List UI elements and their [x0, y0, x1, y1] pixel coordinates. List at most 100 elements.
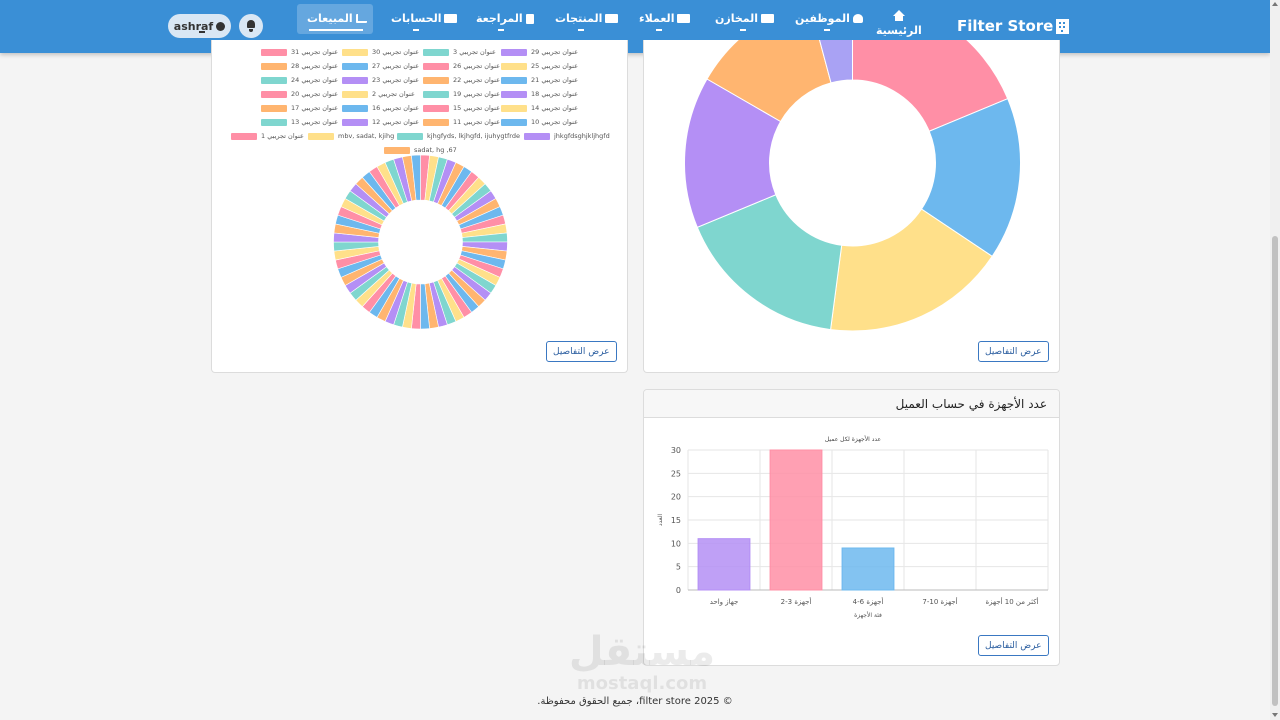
- bar[interactable]: [697, 538, 751, 591]
- legend-label: عنوان تجريبي 3: [453, 48, 496, 56]
- left-doughnut-chart: [333, 154, 508, 330]
- y-tick-label: 15: [671, 516, 681, 525]
- doughnut-slice[interactable]: [411, 154, 421, 201]
- clipboard-icon: [525, 13, 534, 24]
- legend-label: عنوان تجريبي 25: [531, 62, 578, 70]
- doughnut-slice[interactable]: [706, 40, 832, 123]
- devices-details-button[interactable]: عرض التفاصيل: [978, 635, 1049, 656]
- legend-item[interactable]: عنوان تجريبي 27: [342, 62, 419, 70]
- doughnut-slice[interactable]: [809, 40, 853, 84]
- doughnut-slice[interactable]: [852, 40, 1009, 132]
- legend-item[interactable]: عنوان تجريبي 26: [423, 62, 500, 70]
- right-details-button[interactable]: عرض التفاصيل: [978, 341, 1049, 362]
- legend-item[interactable]: عنوان تجريبي 12: [342, 118, 419, 126]
- devices-card-header: عدد الأجهزة في حساب العميل: [644, 390, 1059, 418]
- legend-label: عنوان تجريبي 13: [291, 118, 338, 126]
- legend-item[interactable]: عنوان تجريبي 15: [423, 104, 500, 112]
- left-details-button[interactable]: عرض التفاصيل: [546, 341, 617, 362]
- building-icon: [1056, 18, 1070, 34]
- legend-swatch: [261, 118, 287, 126]
- legend-item[interactable]: عنوان تجريبي 17: [261, 104, 338, 112]
- doughnut-slice[interactable]: [696, 194, 843, 331]
- brand-logo[interactable]: Filter Store: [957, 17, 1070, 35]
- user-circle-icon: [216, 21, 226, 31]
- nav-accounts-label: الحسابات: [391, 12, 442, 25]
- notifications-bell-icon[interactable]: [239, 14, 263, 38]
- scroll-thumb[interactable]: [1272, 236, 1278, 706]
- legend-label: عنوان تجريبي 24: [291, 76, 338, 84]
- legend-item[interactable]: jhkgfdsghjkljhgfd: [524, 132, 610, 140]
- user-menu-button[interactable]: ashraf: [168, 14, 231, 38]
- legend-label: عنوان تجريبي 27: [372, 62, 419, 70]
- legend-label: sadat, hg ,67: [414, 146, 457, 154]
- legend-item[interactable]: عنوان تجريبي 18: [501, 90, 578, 98]
- legend-label: kjhgfyds, lkjhgfd, ijuhygtfrde: [427, 132, 520, 140]
- legend-label: عنوان تجريبي 11: [453, 118, 500, 126]
- legend-item[interactable]: عنوان تجريبي 10: [501, 118, 578, 126]
- legend-item[interactable]: عنوان تجريبي 11: [423, 118, 500, 126]
- scroll-down-arrow-icon[interactable]: [1272, 713, 1278, 717]
- doughnut-slice[interactable]: [920, 98, 1021, 258]
- legend-item[interactable]: عنوان تجريبي 19: [423, 90, 500, 98]
- legend-item[interactable]: عنوان تجريبي 23: [342, 76, 419, 84]
- nav-customers[interactable]: العملاء: [639, 12, 691, 25]
- page-footer: © 2025 filter store، جميع الحقوق محفوظة.: [0, 683, 1270, 720]
- legend-item[interactable]: عنوان تجريبي 20: [261, 90, 338, 98]
- x-tick-label: أكثر من 10 أجهزة: [986, 597, 1039, 606]
- nav-employees[interactable]: الموظفين: [795, 12, 863, 25]
- y-tick-label: 5: [676, 563, 681, 572]
- legend-item[interactable]: عنوان تجريبي 1: [231, 132, 304, 140]
- legend-label: عنوان تجريبي 12: [372, 118, 419, 126]
- boxes-icon: [605, 14, 619, 23]
- y-tick-label: 25: [671, 469, 681, 478]
- watermark-logo: مستقل mostaql.com: [562, 630, 722, 700]
- legend-label: عنوان تجريبي 21: [531, 76, 578, 84]
- bar[interactable]: [841, 547, 895, 591]
- legend-label: عنوان تجريبي 2: [372, 90, 415, 98]
- brand-name: Filter Store: [957, 17, 1054, 35]
- legend-label: mbv, sadat, kjihg: [338, 132, 395, 140]
- legend-item[interactable]: عنوان تجريبي 14: [501, 104, 578, 112]
- nav-sales[interactable]: المبيعات: [307, 12, 367, 25]
- money-icon: [444, 14, 458, 23]
- legend-swatch: [342, 76, 368, 84]
- legend-item[interactable]: عنوان تجريبي 30: [342, 48, 419, 56]
- legend-item[interactable]: عنوان تجريبي 16: [342, 104, 419, 112]
- legend-item[interactable]: عنوان تجريبي 31: [261, 48, 338, 56]
- x-tick-label: جهاز واحد: [710, 598, 739, 606]
- watermark-latin: mostaql.com: [576, 673, 708, 694]
- nav-warehouses[interactable]: المخازن: [715, 12, 775, 25]
- scroll-up-arrow-icon[interactable]: [1272, 2, 1278, 6]
- user-icon: [852, 14, 863, 23]
- legend-item[interactable]: kjhgfyds, lkjhgfd, ijuhygtfrde: [397, 132, 520, 140]
- legend-item[interactable]: عنوان تجريبي 21: [501, 76, 578, 84]
- legend-item[interactable]: عنوان تجريبي 22: [423, 76, 500, 84]
- nav-review[interactable]: المراجعة: [476, 12, 534, 25]
- legend-item[interactable]: عنوان تجريبي 28: [261, 62, 338, 70]
- bar[interactable]: [769, 449, 823, 591]
- doughnut-slice[interactable]: [830, 208, 993, 332]
- legend-item[interactable]: sadat, hg ,67: [384, 146, 457, 154]
- legend-label: عنوان تجريبي 16: [372, 104, 419, 112]
- page-scrollbar[interactable]: [1270, 0, 1280, 720]
- legend-item[interactable]: mbv, sadat, kjihg: [308, 132, 394, 140]
- legend-item[interactable]: عنوان تجريبي 13: [261, 118, 338, 126]
- legend-swatch: [501, 76, 527, 84]
- legend-item[interactable]: عنوان تجريبي 2: [342, 90, 415, 98]
- legend-item[interactable]: عنوان تجريبي 3: [423, 48, 496, 56]
- legend-swatch: [397, 132, 423, 140]
- y-tick-label: 20: [671, 493, 681, 502]
- nav-accounts-mark: [413, 29, 419, 31]
- legend-item[interactable]: عنوان تجريبي 25: [501, 62, 578, 70]
- legend-label: عنوان تجريبي 29: [531, 48, 578, 56]
- nav-home[interactable]: الرئيسية: [876, 10, 922, 37]
- legend-item[interactable]: عنوان تجريبي 29: [501, 48, 578, 56]
- legend-swatch: [501, 48, 527, 56]
- legend-item[interactable]: عنوان تجريبي 24: [261, 76, 338, 84]
- legend-swatch: [261, 90, 287, 98]
- nav-accounts[interactable]: الحسابات: [391, 12, 458, 25]
- legend-swatch: [524, 132, 550, 140]
- x-tick-label: 2-3 أجهزة: [781, 597, 812, 606]
- nav-products[interactable]: المنتجات: [555, 12, 619, 25]
- chart-title: عدد الأجهزة لكل عميل: [825, 435, 881, 443]
